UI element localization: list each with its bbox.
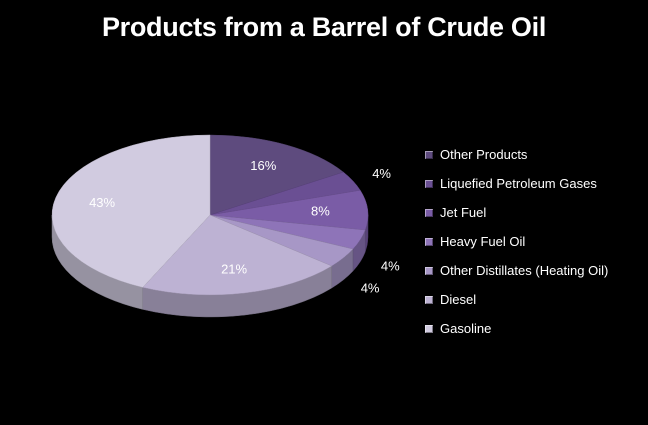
legend-swatch <box>425 150 433 159</box>
legend-item-heavy-fuel-oil: Heavy Fuel Oil <box>425 227 608 256</box>
legend-item-gasoline: Gasoline <box>425 314 608 343</box>
legend-swatch <box>425 179 433 188</box>
chart-title: Products from a Barrel of Crude Oil <box>101 12 547 42</box>
legend-swatch <box>425 266 433 275</box>
pie-labels: 16%4%8%4%4%21%43% <box>89 158 400 296</box>
legend-label: Heavy Fuel Oil <box>440 234 526 249</box>
data-label-other-distillates-heating-oil: 4% <box>361 280 380 295</box>
data-label-diesel: 21% <box>221 262 247 277</box>
legend-label: Jet Fuel <box>440 205 487 220</box>
legend-swatch <box>425 237 433 246</box>
legend-swatch <box>425 324 433 333</box>
legend-item-other-products: Other Products <box>425 140 608 169</box>
pie-tops <box>51 134 369 296</box>
legend-label: Other Distillates (Heating Oil) <box>440 263 609 278</box>
legend-label: Gasoline <box>440 321 492 336</box>
legend-item-jet-fuel: Jet Fuel <box>425 198 608 227</box>
legend-item-liquefied-petroleum-gases: Liquefied Petroleum Gases <box>425 169 608 198</box>
data-label-heavy-fuel-oil: 4% <box>381 259 400 274</box>
legend-label: Diesel <box>440 292 477 307</box>
legend-label: Liquefied Petroleum Gases <box>440 176 597 191</box>
data-label-jet-fuel: 8% <box>311 204 330 219</box>
pie-slice-other-products <box>209 134 344 216</box>
pie-slice-gasoline <box>51 134 211 288</box>
legend-label: Other Products <box>440 147 528 162</box>
legend-item-other-distillates-heating-oil: Other Distillates (Heating Oil) <box>425 256 608 285</box>
legend-item-diesel: Diesel <box>425 285 608 314</box>
pie-slice-diesel <box>142 214 333 296</box>
data-label-gasoline: 43% <box>89 195 115 210</box>
legend-swatch <box>425 208 433 217</box>
legend-swatch <box>425 295 433 304</box>
data-label-other-products: 16% <box>250 158 276 173</box>
data-label-liquefied-petroleum-gases: 4% <box>372 166 391 181</box>
legend: Other Products Liquefied Petroleum Gases J… <box>425 140 608 343</box>
